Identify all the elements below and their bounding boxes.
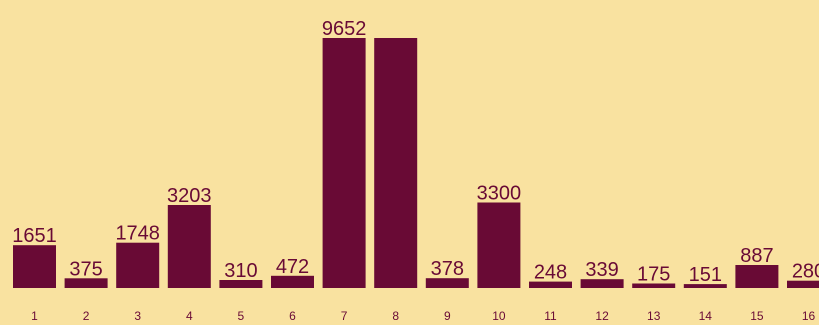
x-tick-label-16: 16 [802, 309, 816, 323]
bar-1 [13, 245, 56, 288]
bar-12 [580, 279, 624, 288]
value-label-9: 378 [431, 258, 464, 280]
x-tick-label-6: 6 [289, 309, 296, 323]
bar-3 [116, 242, 160, 288]
value-label-16: 280 [792, 261, 819, 283]
value-label-4: 3203 [167, 185, 212, 207]
value-label-7: 9652 [322, 18, 367, 40]
bar-15 [735, 265, 779, 288]
value-label-6: 472 [276, 256, 309, 278]
value-label-14: 151 [689, 264, 722, 286]
bar-7 [322, 38, 366, 288]
x-tick-label-10: 10 [492, 309, 506, 323]
x-tick-label-13: 13 [647, 309, 661, 323]
x-tick-label-3: 3 [134, 309, 141, 323]
value-label-1: 1651 [12, 225, 57, 247]
bar-2 [64, 278, 108, 288]
value-label-15: 887 [740, 245, 773, 267]
value-label-5: 310 [224, 260, 257, 282]
bar-4 [167, 205, 211, 288]
value-label-12: 339 [585, 259, 618, 281]
x-tick-label-5: 5 [238, 309, 245, 323]
x-tick-label-4: 4 [186, 309, 193, 323]
bar-14 [683, 284, 727, 288]
x-tick-label-15: 15 [750, 309, 764, 323]
x-tick-label-1: 1 [31, 309, 38, 323]
value-label-11: 248 [534, 262, 567, 284]
value-label-10: 3300 [477, 183, 522, 205]
bars-group [13, 38, 819, 288]
value-label-2: 375 [69, 258, 102, 280]
value-label-3: 1748 [115, 223, 160, 245]
bar-9 [425, 278, 469, 288]
bar-13 [632, 283, 676, 288]
bar-8 [374, 38, 418, 288]
bar-10 [477, 202, 521, 288]
x-tick-labels-group: 1 2 3 4 5 6 7 8 9 10 11 12 13 14 15 16 [31, 309, 815, 323]
x-tick-label-12: 12 [595, 309, 609, 323]
x-tick-label-7: 7 [341, 309, 348, 323]
bar-6 [271, 275, 314, 288]
x-tick-label-9: 9 [444, 309, 451, 323]
value-labels-group: 1651 375 1748 3203 310 472 9652 378 3300 248 339 17… [12, 18, 819, 286]
bar-5 [219, 280, 263, 288]
x-tick-label-8: 8 [392, 309, 399, 323]
bar-11 [529, 281, 572, 288]
value-label-13: 175 [637, 264, 670, 286]
x-tick-label-11: 11 [544, 309, 557, 323]
x-tick-label-14: 14 [699, 309, 713, 323]
bar-16 [787, 280, 819, 288]
x-tick-label-2: 2 [83, 309, 90, 323]
